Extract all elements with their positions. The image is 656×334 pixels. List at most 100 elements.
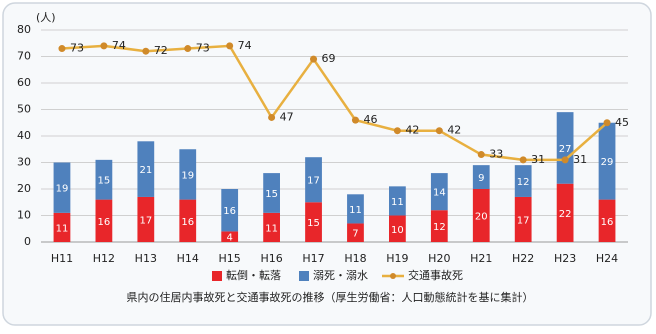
bar [221, 189, 239, 232]
value-label: 4 [226, 233, 232, 244]
bar [472, 189, 490, 242]
y-tick-label: 60 [17, 76, 31, 89]
bar [53, 212, 71, 242]
value-label: 15 [307, 218, 320, 229]
bar [95, 199, 113, 242]
value-label: 11 [349, 205, 362, 216]
line-marker [519, 156, 527, 164]
line-value-label: 47 [280, 110, 294, 123]
x-tick-label: H17 [302, 252, 324, 265]
line-marker [100, 42, 108, 50]
value-label: 16 [181, 217, 194, 228]
value-label: 16 [601, 217, 614, 228]
value-label: 21 [139, 165, 152, 176]
y-tick-label: 40 [17, 129, 31, 142]
line-marker [561, 156, 569, 164]
line-value-label: 45 [615, 116, 629, 129]
bar [179, 149, 197, 200]
bar [430, 173, 448, 211]
bar [263, 212, 280, 242]
y-tick-label: 70 [17, 50, 31, 63]
y-tick-label: 50 [17, 103, 31, 116]
value-label: 20 [475, 212, 488, 223]
bar [53, 162, 71, 213]
caption: 県内の住居内事故死と交通事故死の推移（厚生労働省：人口動態統計を基に集計） [127, 290, 534, 304]
line-marker [58, 45, 66, 53]
legend-label: 転倒・転落 [226, 269, 281, 282]
x-tick-label: H24 [596, 252, 618, 265]
line-value-label: 31 [573, 153, 587, 166]
value-label: 11 [265, 223, 278, 234]
value-label: 16 [223, 206, 236, 217]
value-label: 19 [56, 184, 69, 195]
line-value-label: 74 [238, 39, 252, 52]
line-marker [142, 47, 150, 55]
bar [179, 199, 197, 242]
value-label: 11 [391, 197, 404, 208]
line-marker [351, 116, 359, 124]
bar [598, 122, 616, 200]
y-tick-label: 0 [24, 235, 31, 248]
bar [389, 215, 406, 242]
legend-swatch [390, 273, 396, 279]
bar [514, 196, 532, 242]
value-label: 17 [307, 176, 320, 187]
bar [305, 202, 322, 242]
bar [305, 157, 322, 203]
value-label: 17 [139, 215, 152, 226]
value-label: 15 [98, 176, 111, 187]
x-tick-label: H13 [135, 252, 157, 265]
y-tick-label: 80 [17, 23, 31, 36]
value-label: 17 [517, 215, 530, 226]
value-label: 11 [56, 223, 69, 234]
line-value-label: 42 [405, 124, 419, 137]
line-value-label: 69 [322, 52, 336, 65]
x-tick-label: H22 [512, 252, 534, 265]
legend-label: 溺死・溺水 [313, 269, 368, 282]
value-label: 14 [433, 188, 446, 199]
value-label: 12 [433, 222, 446, 233]
bar [389, 186, 406, 216]
value-label: 12 [517, 177, 530, 188]
value-label: 9 [478, 173, 484, 184]
x-tick-label: H15 [219, 252, 241, 265]
x-tick-label: H14 [177, 252, 199, 265]
bar [263, 173, 280, 213]
bar [514, 165, 532, 197]
x-tick-label: H11 [51, 252, 73, 265]
value-label: 22 [559, 209, 572, 220]
line-marker [268, 113, 276, 121]
value-label: 15 [265, 189, 278, 200]
y-tick-label: 30 [17, 156, 31, 169]
line-marker [310, 55, 318, 63]
line-value-label: 73 [196, 42, 210, 55]
bar [137, 196, 155, 242]
x-tick-label: H23 [554, 252, 576, 265]
value-label: 16 [98, 217, 111, 228]
value-label: 27 [559, 144, 572, 155]
value-label: 19 [181, 170, 194, 181]
line-value-label: 33 [489, 148, 503, 161]
bar [347, 194, 364, 224]
x-tick-label: H21 [470, 252, 492, 265]
line-marker [226, 42, 234, 50]
line-marker [393, 127, 401, 135]
x-tick-label: H19 [386, 252, 408, 265]
line [61, 44, 608, 162]
bar [598, 199, 616, 242]
y-tick-label: 10 [17, 209, 31, 222]
line-value-label: 46 [363, 113, 377, 126]
line-value-label: 73 [70, 42, 84, 55]
line-marker [184, 45, 192, 53]
x-tick-label: H20 [428, 252, 450, 265]
line-value-label: 31 [531, 153, 545, 166]
y-unit: (人) [36, 11, 56, 24]
x-tick-label: H18 [344, 252, 366, 265]
bar [221, 231, 239, 242]
legend-label: 交通事故死 [408, 268, 463, 282]
line-value-label: 72 [154, 44, 168, 57]
value-label: 10 [391, 225, 404, 236]
line-marker [477, 151, 485, 159]
